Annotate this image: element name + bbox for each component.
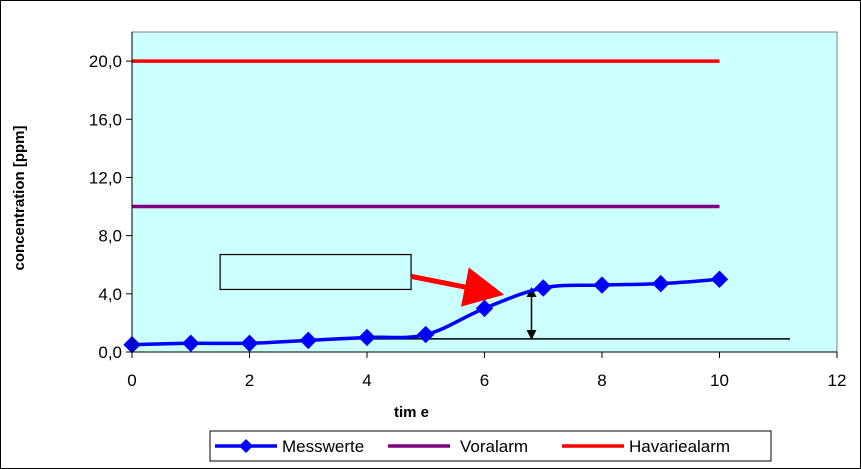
x-axis: 0 2 4 6 8 10 12 [127,351,847,390]
data-point-marker [475,299,494,318]
data-point-marker [593,276,611,294]
data-point-marker [534,279,552,297]
x-tick-label: 4 [362,371,371,390]
y-axis-title: concentration [ppm] [11,125,28,270]
legend-label: Messwerte [282,437,364,456]
y-tick-label: 0,0 [98,343,122,362]
legend-item-voralarm: Voralarm [388,437,528,456]
series-layer [123,59,729,354]
legend-item-messwerte: Messwerte [215,437,364,456]
legend-item-havariealarm: Havariealarm [562,437,730,456]
annotation-box [219,253,412,291]
y-tick-label: 12,0 [89,168,122,187]
data-point-marker [710,270,729,288]
x-tick-label: 0 [127,371,136,390]
x-tick-label: 8 [597,371,606,390]
x-tick-label: 12 [828,371,847,390]
x-tick-label: 6 [480,371,489,390]
series-messwerte [123,270,729,354]
x-tick-label: 10 [710,371,729,390]
legend: Messwerte Voralarm Havariealarm [209,430,772,462]
legend-label: Voralarm [460,437,528,456]
x-axis-title: tim e [394,404,429,421]
y-tick-label: 16,0 [89,110,122,129]
legend-marker [239,439,253,453]
data-point-marker [652,274,670,293]
y-tick-label: 4,0 [98,285,122,304]
y-tick-label: 20,0 [89,52,122,71]
legend-label: Havariealarm [629,437,730,456]
red-pointer-arrow [410,267,505,307]
data-point-marker [182,334,200,352]
data-point-marker [358,328,376,347]
legend-box [209,430,772,462]
data-point-marker [299,331,317,350]
x-tick-label: 2 [245,371,254,390]
data-point-marker [240,334,259,352]
y-tick-label: 8,0 [98,227,122,246]
y-axis: 0,0 4,0 8,0 12,0 16,0 20,0 [89,32,133,362]
data-point-marker [417,325,435,344]
